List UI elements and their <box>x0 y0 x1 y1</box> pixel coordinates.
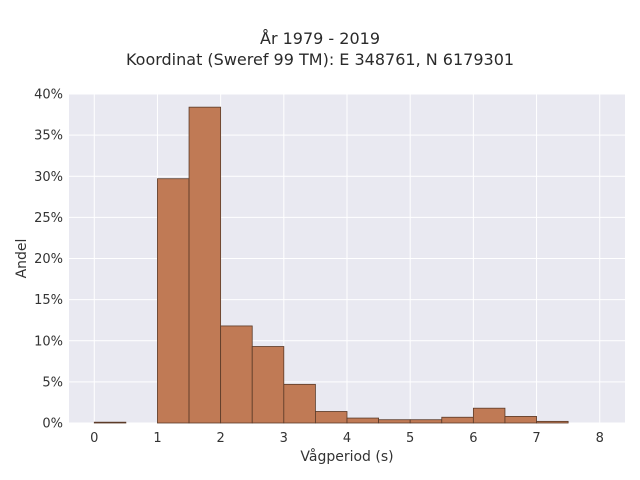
histogram-bar <box>504 416 537 424</box>
histogram-bar <box>220 325 253 424</box>
x-tick-label: 4 <box>343 431 351 446</box>
x-tick-label: 8 <box>596 431 604 446</box>
y-tick-label: 40% <box>34 88 63 103</box>
y-axis-ticks: 0% 5% 10% 15% 20% 25% 30% 35% 40% <box>34 88 63 432</box>
x-tick-label: 2 <box>216 431 224 446</box>
histogram-bar <box>251 346 285 424</box>
y-tick-label: 25% <box>34 211 63 226</box>
histogram-bar <box>188 106 222 424</box>
x-tick-label: 7 <box>532 431 540 446</box>
x-axis-label: Vågperiod (s) <box>300 448 393 465</box>
y-axis-label: Andel <box>14 239 30 279</box>
x-tick-label: 3 <box>280 431 288 446</box>
y-tick-label: 35% <box>34 129 63 144</box>
bars <box>93 106 569 424</box>
chart-title: År 1979 - 2019 <box>260 29 380 48</box>
y-tick-label: 10% <box>34 334 63 349</box>
y-tick-label: 0% <box>42 417 63 432</box>
histogram-bar <box>157 178 190 424</box>
y-tick-label: 20% <box>34 252 63 267</box>
x-tick-label: 0 <box>90 431 98 446</box>
y-tick-label: 15% <box>34 293 63 308</box>
chart-subtitle: Koordinat (Sweref 99 TM): E 348761, N 61… <box>125 50 515 69</box>
histogram-bar <box>536 420 569 424</box>
histogram-bar <box>378 419 411 424</box>
histogram-bar <box>283 383 316 424</box>
x-tick-label: 1 <box>153 431 161 446</box>
histogram-bar <box>346 417 379 424</box>
histogram-bar <box>93 421 127 424</box>
x-tick-label: 5 <box>406 431 414 446</box>
y-tick-label: 30% <box>34 170 63 185</box>
histogram-bar <box>315 411 348 424</box>
histogram-bar <box>472 407 506 424</box>
histogram-bar <box>441 416 474 424</box>
y-tick-label: 5% <box>42 375 63 390</box>
x-tick-label: 6 <box>469 431 477 446</box>
x-axis-ticks: 0 1 2 3 4 5 6 7 8 <box>90 431 604 446</box>
histogram-bar <box>409 419 443 424</box>
